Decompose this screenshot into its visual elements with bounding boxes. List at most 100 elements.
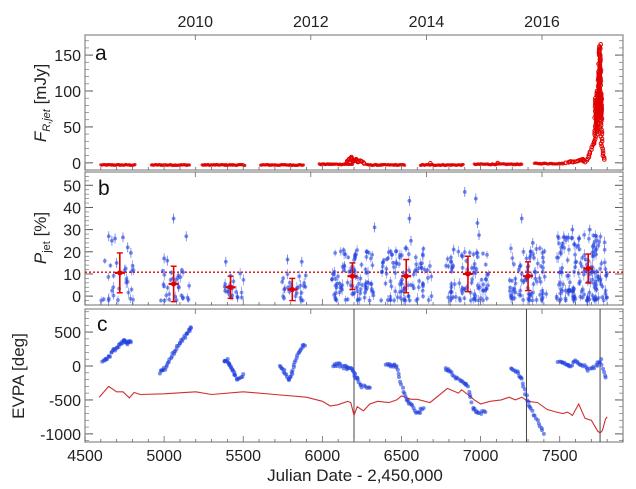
y-tick-label: 50: [63, 120, 81, 137]
flux-point: [598, 112, 604, 117]
polarization-point: [560, 244, 565, 249]
evpa-point: [483, 410, 488, 415]
polarization-point: [160, 269, 165, 273]
polarization-point: [330, 277, 334, 282]
polarization-point: [406, 283, 410, 288]
polarization-point: [111, 293, 116, 298]
polarization-point: [507, 278, 512, 283]
flux-point: [599, 109, 604, 115]
polarization-point: [110, 238, 114, 243]
y-tick-label: 100: [54, 84, 81, 101]
polarization-point: [385, 257, 389, 262]
polarization-point: [512, 262, 516, 267]
polarization-point: [380, 264, 385, 269]
polarization-point: [544, 292, 549, 296]
polarization-point: [336, 274, 340, 279]
polarization-point: [570, 227, 575, 232]
polarization-point: [234, 290, 239, 294]
polarization-point: [169, 270, 174, 275]
polarization-point: [129, 269, 134, 274]
polarization-point: [587, 236, 591, 241]
polarization-point: [402, 286, 407, 291]
flux-point: [301, 163, 305, 167]
polarization-point: [111, 285, 116, 290]
polarization-point: [600, 295, 605, 300]
polarization-point: [223, 259, 228, 264]
polarization-point: [303, 284, 308, 289]
polarization-point: [390, 252, 394, 257]
polarization-point: [448, 290, 453, 295]
polarization-point: [457, 281, 462, 286]
polarization-point: [542, 274, 547, 279]
polarization-point: [476, 286, 481, 291]
flux-point: [599, 118, 604, 124]
polarization-point: [569, 236, 574, 241]
polarization-point: [541, 260, 546, 264]
polarization-point: [343, 297, 348, 302]
polarization-point: [476, 298, 481, 303]
polarization-point: [419, 265, 424, 270]
flux-point: [187, 163, 192, 167]
flux-point: [599, 96, 605, 102]
polarization-point: [178, 275, 183, 280]
polarization-point: [113, 236, 117, 241]
evpa-point: [189, 326, 194, 330]
polarization-point: [598, 234, 603, 239]
polarization-point: [364, 249, 369, 254]
polarization-point: [521, 249, 526, 254]
polarization-point: [384, 266, 389, 271]
polarization-point: [299, 259, 304, 264]
flux-point: [598, 123, 604, 128]
x-tick-label: 5000: [146, 448, 182, 465]
evpa-point: [519, 376, 524, 381]
polarization-point: [126, 290, 131, 295]
polarization-point: [579, 264, 584, 269]
polarization-point: [393, 289, 398, 294]
panel-c-evpa: -1000 -500 0 500 c EVPA [deg]: [9, 308, 624, 444]
evpa-point: [539, 428, 544, 433]
polarization-point: [587, 227, 592, 232]
y-tick-label: 10: [63, 267, 81, 284]
polarization-point: [568, 280, 572, 285]
polarization-point: [343, 252, 348, 257]
polarization-point: [420, 252, 425, 257]
panel-a-flux: 0 50 100 150 a FR,jet [mJy]: [31, 34, 624, 173]
evpa-point: [403, 394, 408, 399]
evpa-point: [367, 385, 372, 390]
polarization-point: [340, 265, 345, 269]
polarization-point: [356, 281, 361, 286]
polarization-point: [370, 263, 375, 268]
polarization-point: [337, 290, 342, 295]
polarization-point: [471, 252, 476, 257]
polarization-point: [449, 260, 453, 265]
flux-point: [599, 116, 605, 122]
polarization-point: [538, 246, 542, 251]
polarization-point: [235, 295, 240, 299]
polarization-point: [388, 279, 393, 284]
flux-point: [598, 78, 604, 84]
flux-point: [597, 57, 603, 62]
evpa-reference-line: [98, 385, 608, 434]
polarization-point: [483, 277, 488, 281]
polarization-point: [388, 249, 393, 254]
flux-point: [598, 103, 604, 108]
evpa-point: [521, 384, 526, 389]
polarization-point: [428, 264, 432, 268]
y-tick-label: 40: [63, 200, 81, 217]
polarization-point: [238, 271, 243, 276]
polarization-point: [540, 269, 545, 274]
evpa-point: [603, 375, 608, 380]
polarization-point: [535, 279, 539, 284]
polarization-point: [398, 252, 402, 257]
polarization-point: [581, 272, 586, 277]
polarization-point: [533, 276, 538, 281]
polarization-point: [167, 297, 172, 302]
polarization-point: [372, 225, 377, 230]
polarization-point: [181, 270, 186, 275]
x-axis-title: Julian Date - 2,450,000: [267, 466, 443, 485]
polarization-point: [364, 255, 369, 259]
polarization-point: [445, 257, 450, 261]
flux-point: [594, 131, 600, 137]
polarization-point: [121, 235, 125, 240]
polarization-point: [360, 283, 364, 287]
